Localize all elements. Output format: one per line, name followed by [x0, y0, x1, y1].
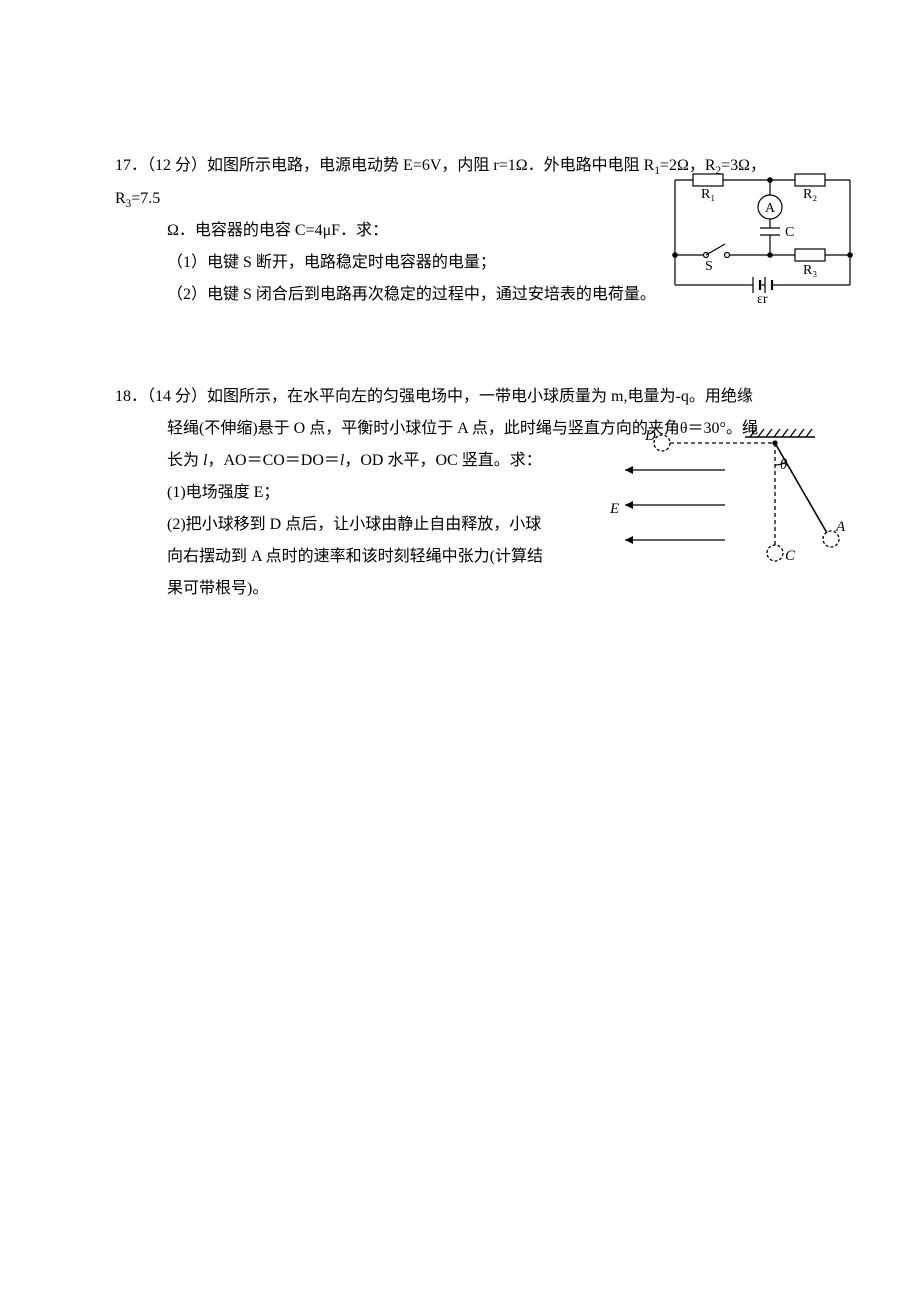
circuit-label-c: C — [785, 225, 794, 240]
circuit-label-r3: R₃ — [803, 263, 817, 278]
p18-line3: 长为 l，AO＝CO＝DO＝l，OD 水平，OC 竖直。求： — [115, 445, 587, 477]
p18-q1: (1)电场强度 E； — [115, 477, 587, 509]
p17-q1: （1）电键 S 断开，电路稳定时电容器的电量； — [167, 254, 496, 271]
p18-q1-text: (1)电场强度 E； — [167, 484, 279, 501]
p17-r3-val: =7.5 — [131, 190, 160, 207]
field-diagram: D θ A C E — [570, 425, 845, 585]
field-label-theta: θ — [780, 457, 788, 473]
field-label-d: D — [644, 428, 656, 444]
p18-q2c-text: 果可带根号)。 — [167, 580, 268, 597]
field-label-a: A — [835, 519, 845, 535]
p17-line3: Ω．电容器的电容 C=4μF．求： — [167, 222, 388, 239]
p17-r1-label: R — [644, 157, 655, 174]
p18-q2a-text: (2)把小球移到 D 点后，让小球由静止自由释放，小球 — [167, 516, 541, 533]
problem-18-stem: 18．（14 分）如图所示，在水平向左的匀强电场中，一带电小球质量为 m,电量为… — [115, 381, 820, 413]
p17-line1a: 如图所示电路，电源电动势 E=6V，内阻 r=1Ω．外电路中电阻 — [207, 157, 644, 174]
p18-q2c: 果可带根号)。 — [115, 573, 587, 605]
p18-q2b-text: 向右摆动到 A 点时的速率和该时刻轻绳中张力(计算结 — [167, 548, 543, 565]
p17-number: 17． — [115, 157, 147, 174]
p18-q2a: (2)把小球移到 D 点后，让小球由静止自由释放，小球 — [115, 509, 587, 541]
p18-line3c: ，AO＝CO＝DO＝ — [207, 452, 339, 469]
p18-line3a: 长为 — [167, 452, 203, 469]
circuit-label-r2: R₂ — [803, 187, 817, 202]
p17-points-suf: 分） — [171, 157, 207, 174]
p18-points-pre: （ — [147, 388, 155, 405]
p18-q2b: 向右摆动到 A 点时的速率和该时刻轻绳中张力(计算结 — [115, 541, 587, 573]
circuit-label-s: S — [705, 259, 713, 274]
p18-points-suf: 分） — [171, 388, 207, 405]
p18-number: 18． — [115, 388, 147, 405]
p18-line3e: ，OD 水平，OC 竖直。求： — [344, 452, 541, 469]
circuit-label-er: εr — [757, 292, 768, 307]
p17-points: 12 — [155, 157, 171, 174]
circuit-label-a: A — [765, 201, 776, 216]
field-label-c: C — [785, 548, 796, 564]
p17-q2: （2）电键 S 闭合后到电路再次稳定的过程中，通过安培表的电荷量。 — [167, 286, 656, 303]
p18-line1: 如图所示，在水平向左的匀强电场中，一带电小球质量为 m,电量为-q。用绝缘 — [207, 388, 753, 405]
field-label-e: E — [609, 501, 619, 517]
circuit-label-r1: R₁ — [701, 187, 715, 202]
p17-r3-label: R — [115, 190, 126, 207]
p17-points-pre: （ — [147, 157, 155, 174]
circuit-diagram: R₁ R₂ A C S R₃ εr — [665, 160, 860, 310]
p18-points: 14 — [155, 388, 171, 405]
